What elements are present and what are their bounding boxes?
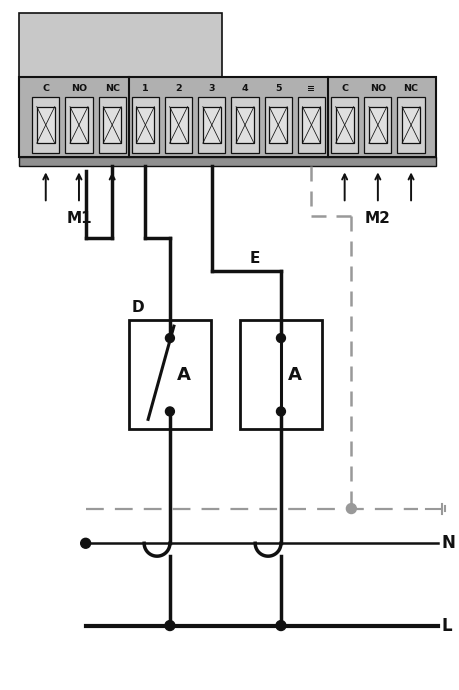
Circle shape [165,620,175,631]
Bar [397,97,425,152]
Circle shape [81,538,90,549]
Text: C: C [42,83,49,92]
Bar [203,106,221,144]
Text: 2: 2 [175,83,182,92]
Bar [70,106,88,144]
Bar [170,106,188,144]
Bar [19,13,223,80]
Bar [32,97,59,152]
Circle shape [165,333,174,342]
Text: 1: 1 [142,83,149,92]
Bar [37,106,55,144]
Text: E: E [249,251,260,266]
Text: C: C [341,83,348,92]
Bar [331,97,358,152]
Text: 3: 3 [208,83,215,92]
Text: M2: M2 [365,210,391,226]
Text: ≡: ≡ [308,83,315,92]
Circle shape [347,504,356,513]
Bar [231,97,258,152]
Bar [402,106,420,144]
Circle shape [276,620,286,631]
Bar [19,157,436,166]
Text: NC: NC [105,83,120,92]
Text: 5: 5 [275,83,281,92]
Text: A: A [288,366,302,384]
Bar [265,97,292,152]
Text: NC: NC [403,83,419,92]
Bar [298,97,325,152]
Text: A: A [177,366,191,384]
Bar [129,320,211,429]
Bar [336,106,353,144]
Bar [269,106,287,144]
Text: 4: 4 [242,83,248,92]
Text: D: D [131,300,144,315]
Bar [241,320,322,429]
Text: NO: NO [370,83,386,92]
Bar [136,106,154,144]
Bar [132,97,159,152]
Bar [236,106,254,144]
Bar [65,97,93,152]
Bar [19,77,436,157]
Bar [369,106,387,144]
Bar [364,97,392,152]
Text: M1: M1 [66,210,92,226]
Bar [103,106,121,144]
Bar [99,97,126,152]
Text: NO: NO [71,83,87,92]
Bar [165,97,192,152]
Bar [198,97,225,152]
Bar [302,106,320,144]
Circle shape [165,407,174,416]
Circle shape [276,407,285,416]
Text: N: N [442,534,455,552]
Circle shape [276,333,285,342]
Text: L: L [442,617,452,635]
